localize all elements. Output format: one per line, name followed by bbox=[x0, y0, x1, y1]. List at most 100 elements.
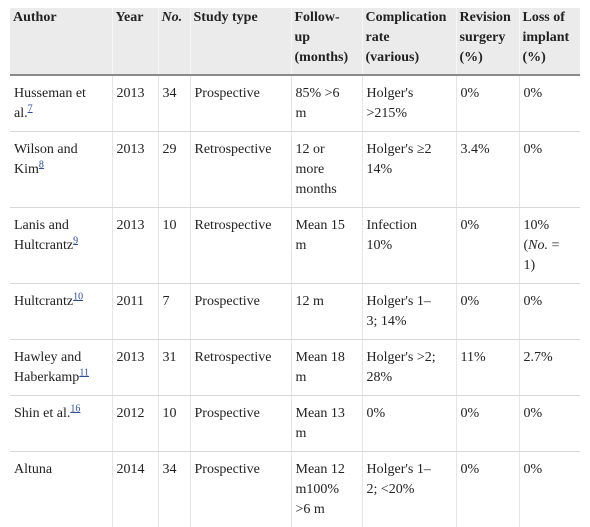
cell-loss: 0% bbox=[519, 452, 580, 527]
cell-revision: 0% bbox=[456, 396, 519, 452]
cell-loss: 0% bbox=[519, 284, 580, 340]
cell-text: Haberkamp bbox=[14, 370, 79, 385]
cell-text: 0% bbox=[461, 216, 515, 236]
cell-loss: 2.7% bbox=[519, 340, 580, 396]
column-header-text: Loss of bbox=[523, 8, 577, 28]
cell-text: 0% bbox=[524, 84, 577, 104]
cell-text: Lanis and bbox=[14, 216, 108, 236]
cell-study-type: Retrospective bbox=[190, 132, 291, 208]
cell-complication: Holger's>215% bbox=[362, 75, 456, 132]
cell-text: 10% bbox=[367, 236, 452, 256]
column-header-text: (various) bbox=[366, 48, 452, 68]
reference-link[interactable]: 16 bbox=[70, 403, 80, 414]
cell-text: 0% bbox=[524, 292, 577, 312]
cell-loss: 10%(No. =1) bbox=[519, 208, 580, 284]
author-line: Hultcrantz9 bbox=[14, 236, 108, 256]
cell-no: 34 bbox=[158, 452, 190, 527]
cell-text: Hawley and bbox=[14, 348, 108, 368]
column-header-year: Year bbox=[112, 8, 158, 75]
cell-text: more bbox=[296, 160, 358, 180]
reference-link[interactable]: 11 bbox=[79, 367, 89, 378]
column-header-text: implant bbox=[523, 28, 577, 48]
cell-loss: 0% bbox=[519, 132, 580, 208]
cell-text: Hultcrantz bbox=[14, 294, 73, 309]
cell-text: 0% bbox=[524, 404, 577, 424]
cell-text: 0% bbox=[461, 460, 515, 480]
cell-text: Wilson and bbox=[14, 140, 108, 160]
cell-text: 0% bbox=[461, 404, 515, 424]
cell-revision: 0% bbox=[456, 208, 519, 284]
cell-complication: 0% bbox=[362, 396, 456, 452]
reference-link[interactable]: 8 bbox=[39, 159, 44, 170]
cell-loss: 0% bbox=[519, 396, 580, 452]
cell-text: m bbox=[296, 424, 358, 444]
cell-text: 0% bbox=[461, 292, 515, 312]
column-header-text: Study type bbox=[194, 8, 287, 28]
cell-no: 29 bbox=[158, 132, 190, 208]
cell-author: Hultcrantz10 bbox=[10, 284, 112, 340]
cell-study-type: Prospective bbox=[190, 75, 291, 132]
cell-text: m bbox=[296, 368, 358, 388]
cell-text: 85% >6 bbox=[296, 84, 358, 104]
cell-study-type: Prospective bbox=[190, 452, 291, 527]
cell-text: >6 m bbox=[296, 500, 358, 520]
column-header-text: rate bbox=[366, 28, 452, 48]
cell-text: Holger's 1– bbox=[367, 460, 452, 480]
reference-link[interactable]: 7 bbox=[28, 103, 33, 114]
cell-text: Holger's 1– bbox=[367, 292, 452, 312]
cell-loss: 0% bbox=[519, 75, 580, 132]
column-header-text: No. bbox=[162, 8, 186, 28]
cell-author: Hawley and Haberkamp11 bbox=[10, 340, 112, 396]
cell-study-type: Retrospective bbox=[190, 208, 291, 284]
cell-text: months bbox=[296, 180, 358, 200]
cell-text: Mean 13 bbox=[296, 404, 358, 424]
column-header-text: (months) bbox=[295, 48, 358, 68]
cell-text: Hultcrantz bbox=[14, 238, 73, 253]
column-header-text: Follow- bbox=[295, 8, 358, 28]
cell-study-type: Prospective bbox=[190, 396, 291, 452]
cell-text: Holger's >2; bbox=[367, 348, 452, 368]
cell-text: Mean 12 bbox=[296, 460, 358, 480]
cell-text: m bbox=[296, 236, 358, 256]
column-header-text: Complication bbox=[366, 8, 452, 28]
cell-text: Kim bbox=[14, 162, 39, 177]
column-header-text: (%) bbox=[523, 48, 577, 68]
reference-link[interactable]: 10 bbox=[73, 291, 83, 302]
cell-text: 0% bbox=[367, 404, 452, 424]
cell-year: 2011 bbox=[112, 284, 158, 340]
column-header-author: Author bbox=[10, 8, 112, 75]
cell-text: al. bbox=[14, 106, 28, 121]
cell-no: 10 bbox=[158, 396, 190, 452]
cell-revision: 11% bbox=[456, 340, 519, 396]
cell-text: 0% bbox=[524, 460, 577, 480]
cell-follow-up: 12 m bbox=[291, 284, 362, 340]
cell-revision: 0% bbox=[456, 284, 519, 340]
cell-text: 12 or bbox=[296, 140, 358, 160]
cell-complication: Holger's 1–2; <20% bbox=[362, 452, 456, 527]
author-line: Hultcrantz10 bbox=[14, 292, 108, 312]
cell-revision: 0% bbox=[456, 75, 519, 132]
cell-text: m100% bbox=[296, 480, 358, 500]
cell-no: 7 bbox=[158, 284, 190, 340]
reference-link[interactable]: 9 bbox=[73, 235, 78, 246]
cell-text: Holger's bbox=[367, 84, 452, 104]
cell-author: Wilson and Kim8 bbox=[10, 132, 112, 208]
column-header-study-type: Study type bbox=[190, 8, 291, 75]
cell-text: 3.4% bbox=[461, 140, 515, 160]
